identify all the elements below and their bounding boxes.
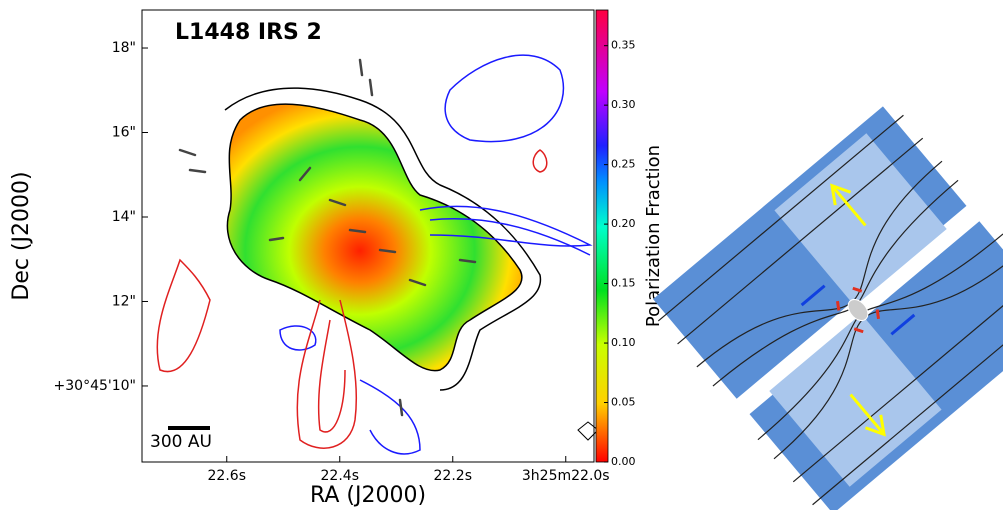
map-image: 300 AU bbox=[150, 54, 599, 455]
y-tick-label: +30°45'10" bbox=[54, 378, 136, 394]
colorbar-tick-label: 0.30 bbox=[611, 98, 636, 111]
x-tick-label: 22.2s bbox=[434, 468, 472, 484]
colorbar-tick-label: 0.10 bbox=[611, 336, 636, 349]
x-tick-label: 22.4s bbox=[321, 468, 359, 484]
x-tick-label: 3h25m22.0s bbox=[522, 468, 610, 484]
colorbar-tick-label: 0.20 bbox=[611, 217, 636, 230]
y-axis-label: Dec (J2000) bbox=[9, 171, 34, 300]
colorbar bbox=[595, 9, 609, 463]
scale-bar-label: 300 AU bbox=[150, 432, 212, 452]
plot-frame bbox=[141, 9, 595, 463]
x-axis-label: RA (J2000) bbox=[310, 483, 426, 508]
panel-title: L1448 IRS 2 bbox=[175, 20, 322, 45]
y-tick-label: 12" bbox=[112, 293, 136, 309]
colorbar-tick-label: 0.15 bbox=[611, 277, 636, 290]
y-tick-label: 16" bbox=[112, 125, 136, 141]
schematic bbox=[653, 106, 1003, 514]
y-tick-label: 14" bbox=[112, 209, 136, 225]
colorbar-tick-label: 0.05 bbox=[611, 396, 636, 409]
colorbar-tick-label: 0.25 bbox=[611, 158, 636, 171]
y-tick-label: 18" bbox=[112, 40, 136, 56]
x-tick-label: 22.6s bbox=[208, 468, 246, 484]
colorbar-tick-label: 0.35 bbox=[611, 39, 636, 52]
colorbar-label: Polarization Fraction bbox=[643, 145, 664, 327]
colorbar-tick-label: 0.00 bbox=[611, 455, 636, 468]
